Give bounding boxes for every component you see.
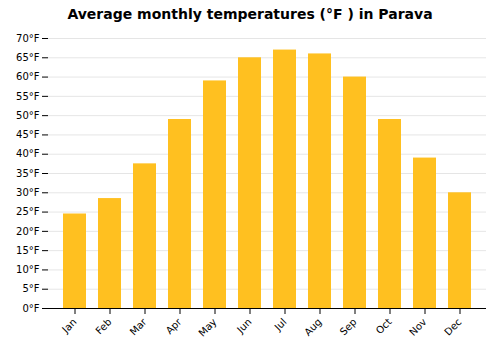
svg-text:40°F: 40°F xyxy=(16,148,40,159)
svg-text:25°F: 25°F xyxy=(16,206,40,217)
svg-text:Jun: Jun xyxy=(234,316,254,336)
svg-text:Mar: Mar xyxy=(128,316,150,338)
svg-text:May: May xyxy=(196,316,218,338)
svg-text:Jul: Jul xyxy=(272,316,289,333)
svg-text:65°F: 65°F xyxy=(16,52,40,63)
svg-text:50°F: 50°F xyxy=(16,110,40,121)
svg-text:Oct: Oct xyxy=(374,316,394,336)
svg-text:60°F: 60°F xyxy=(16,71,40,82)
svg-text:Nov: Nov xyxy=(407,316,429,338)
svg-text:20°F: 20°F xyxy=(16,226,40,237)
html-text:Average monthly temperatures (: Average monthly temperatures (°F ) in Pa… xyxy=(67,6,433,22)
svg-text:Dec: Dec xyxy=(442,316,463,337)
svg-text:Feb: Feb xyxy=(93,316,113,336)
svg-text:10°F: 10°F xyxy=(16,264,40,275)
svg-text:Sep: Sep xyxy=(338,316,359,337)
svg-text:0°F: 0°F xyxy=(22,303,39,314)
svg-text:70°F: 70°F xyxy=(16,33,40,44)
svg-text:Jan: Jan xyxy=(59,316,78,335)
svg-text:45°F: 45°F xyxy=(16,129,40,140)
svg-text:5°F: 5°F xyxy=(22,283,39,294)
svg-text:Aug: Aug xyxy=(302,316,324,338)
svg-text:55°F: 55°F xyxy=(16,91,40,102)
svg-text:30°F: 30°F xyxy=(16,187,40,198)
svg-text:15°F: 15°F xyxy=(16,245,40,256)
svg-text:35°F: 35°F xyxy=(16,168,40,179)
svg-text:Apr: Apr xyxy=(164,316,185,337)
